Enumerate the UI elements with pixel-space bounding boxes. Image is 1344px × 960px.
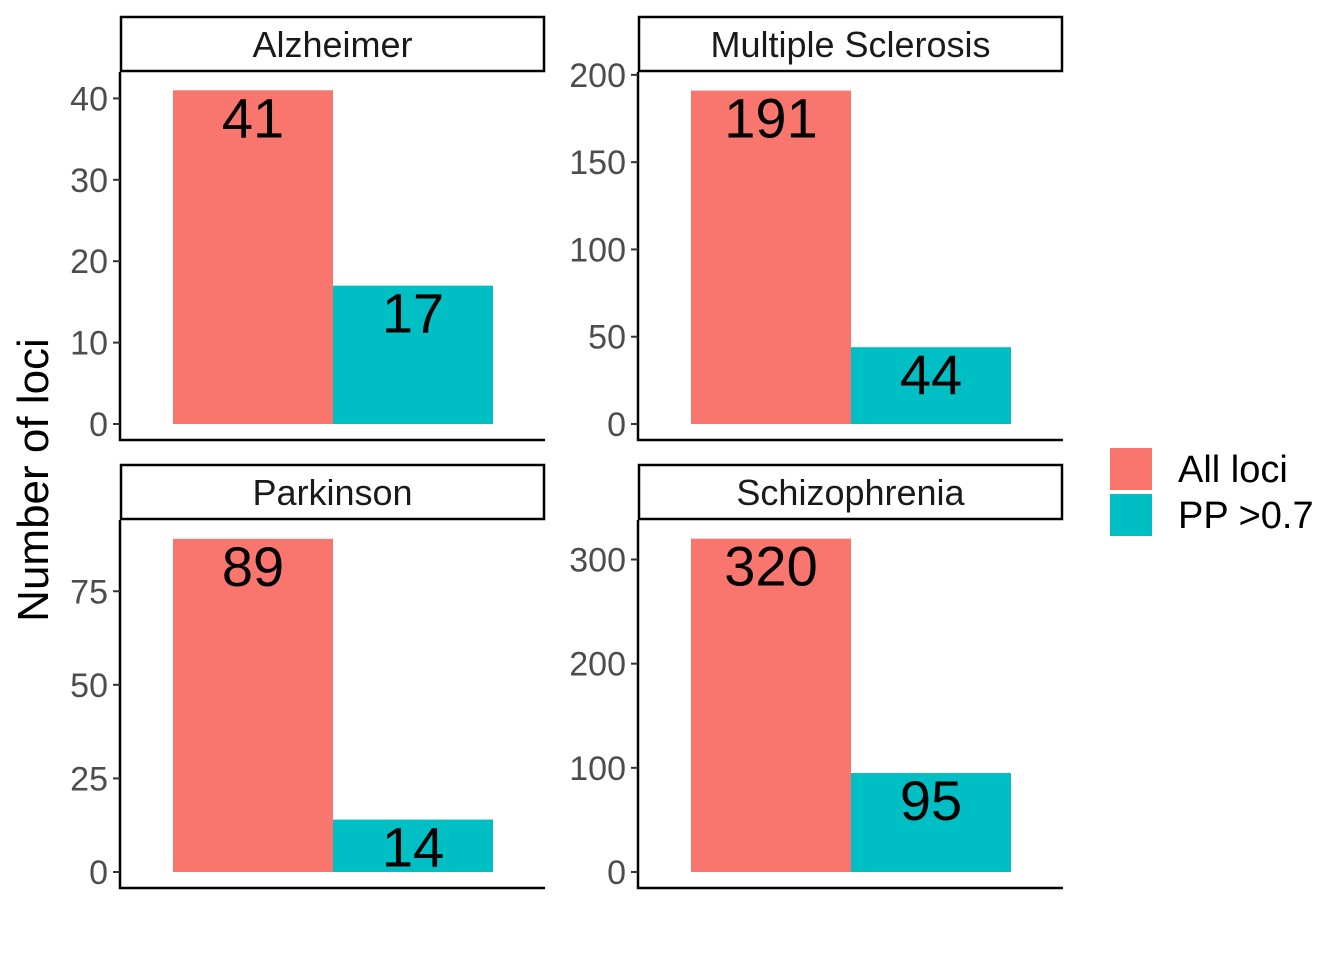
data-label: 41 [222, 86, 284, 149]
bar-pp-0-7 [851, 347, 1011, 424]
y-tick-label: 40 [70, 80, 108, 118]
y-tick-label: 10 [70, 325, 108, 363]
y-tick-label: 20 [70, 243, 108, 281]
bar-pp-0-7 [851, 773, 1011, 872]
strip-label: Parkinson [252, 472, 412, 513]
bar-pp-0-7 [333, 819, 493, 872]
panel-alzheimer: Alzheimer 41 17 0 10 20 30 40 [70, 15, 546, 444]
panels: Alzheimer 41 17 0 10 20 30 40 Multiple Sclerosis… [70, 15, 1064, 892]
strip-label: Schizophrenia [736, 472, 965, 513]
y-tick-label: 30 [70, 162, 108, 200]
bar-all-loci [173, 90, 333, 425]
y-tick-label: 100 [569, 231, 626, 269]
legend-swatch [1110, 494, 1152, 536]
panel-multiple-sclerosis: Multiple Sclerosis 191 44 0 50 100 150 200 [569, 15, 1064, 444]
y-tick-label: 200 [569, 57, 626, 95]
legend-item-pp-0-7: PP >0.7 [1110, 494, 1314, 537]
strip-background [119, 15, 546, 73]
y-tick-label: 25 [70, 760, 108, 798]
y-tick-label: 50 [70, 667, 108, 705]
strip-background [119, 463, 546, 521]
data-label: 191 [724, 87, 817, 150]
bar-all-loci [691, 538, 851, 872]
y-tick-label: 100 [569, 750, 626, 788]
strip-background [637, 463, 1064, 521]
legend-label: All loci [1178, 449, 1288, 491]
legend-label: PP >0.7 [1178, 495, 1314, 537]
bar-all-loci [691, 90, 851, 424]
strip-label: Multiple Sclerosis [710, 24, 990, 65]
bar-all-loci [173, 538, 333, 872]
y-tick-label: 0 [89, 406, 108, 444]
y-tick-label: 75 [70, 573, 108, 611]
y-tick-label: 0 [89, 854, 108, 892]
y-tick-label: 150 [569, 144, 626, 182]
data-label: 14 [382, 816, 444, 879]
data-label: 89 [222, 535, 284, 598]
bar-pp-0-7 [333, 285, 493, 424]
data-label: 44 [900, 343, 962, 406]
data-label: 95 [900, 769, 962, 832]
legend-item-all-loci: All loci [1110, 448, 1288, 491]
y-axis-title: Number of loci [9, 338, 58, 622]
data-label: 17 [382, 282, 444, 345]
y-tick-label: 300 [569, 542, 626, 580]
y-tick-label: 50 [588, 319, 626, 357]
panel-schizophrenia: Schizophrenia 320 95 0 100 200 300 [569, 463, 1064, 892]
legend-swatch [1110, 448, 1152, 490]
y-tick-label: 200 [569, 646, 626, 684]
strip-label: Alzheimer [252, 24, 412, 65]
y-tick-label: 0 [607, 406, 626, 444]
panel-parkinson: Parkinson 89 14 0 25 50 75 [70, 463, 546, 892]
data-label: 320 [724, 535, 817, 598]
strip-background [637, 15, 1064, 73]
y-tick-label: 0 [607, 854, 626, 892]
